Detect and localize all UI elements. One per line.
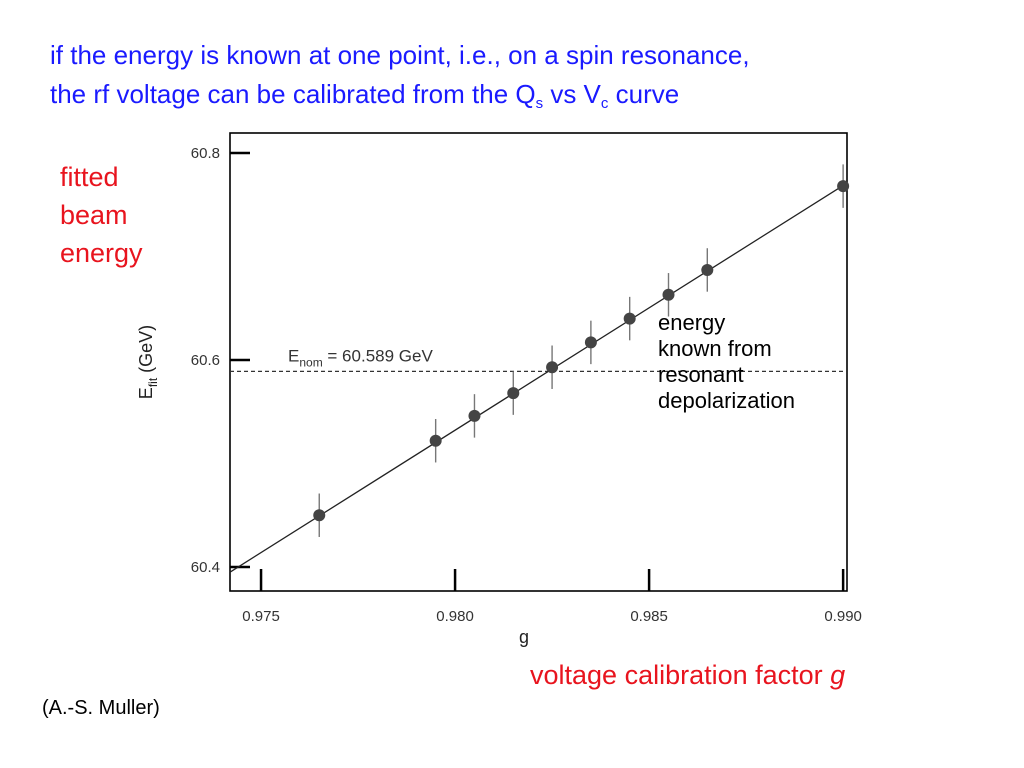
author-credit: (A.-S. Muller) <box>42 697 160 719</box>
side-label-line-2: beam <box>60 200 128 230</box>
x-tick-label: 0.980 <box>436 608 474 625</box>
fit-line <box>229 182 848 573</box>
annotation-line-4: depolarization <box>658 388 795 413</box>
bottom-label-text: voltage calibration factor <box>530 660 831 690</box>
side-label-line-3: energy <box>60 238 143 268</box>
y-tick-label: 60.8 <box>191 145 220 162</box>
y-axis-label-unit: (GeV) <box>136 325 156 378</box>
title-line-1: if the energy is known at one point, i.e… <box>50 40 750 70</box>
data-point <box>837 180 850 193</box>
data-point <box>507 387 520 400</box>
y-axis-label: Efit (GeV) <box>136 325 160 399</box>
data-point <box>429 434 442 447</box>
nominal-energy-label-rest: = 60.589 GeV <box>323 346 434 365</box>
bottom-label-italic: g <box>830 660 846 690</box>
data-point <box>546 361 559 374</box>
fitted-beam-energy-label: fitted beam energy <box>60 158 143 272</box>
plot-frame <box>229 132 848 592</box>
y-tick-label: 60.4 <box>191 559 220 576</box>
nominal-energy-label: Enom = 60.589 GeV <box>288 346 433 369</box>
x-axis-label: g <box>519 627 529 647</box>
title-line-2-post: curve <box>608 79 680 109</box>
data-point <box>468 409 481 422</box>
title-sub-s: s <box>535 95 544 112</box>
annotation-line-3: resonant <box>658 362 744 387</box>
energy-known-annotation: energy known from resonant depolarizatio… <box>658 310 795 414</box>
y-axis-label-sub: fit <box>146 377 160 387</box>
y-ticks: 60.4 60.6 60.8 <box>191 145 250 576</box>
x-ticks: 0.975 0.980 0.985 0.990 <box>242 569 862 625</box>
x-tick-label: 0.990 <box>824 608 862 625</box>
y-tick-label: 60.6 <box>191 352 220 369</box>
title-line-2-mid: vs V <box>543 79 601 109</box>
side-label-line-1: fitted <box>60 162 119 192</box>
voltage-calibration-label: voltage calibration factor g <box>530 660 845 691</box>
data-point <box>584 336 597 349</box>
nominal-energy-label-sub: nom <box>299 355 322 369</box>
slide-title: if the energy is known at one point, i.e… <box>50 36 750 123</box>
title-line-2: the rf voltage can be calibrated from th… <box>50 75 750 123</box>
data-point <box>623 312 636 325</box>
x-tick-label: 0.985 <box>630 608 668 625</box>
data-point <box>662 288 675 301</box>
x-tick-label: 0.975 <box>242 608 280 625</box>
title-line-2-pre: the rf voltage can be calibrated from th… <box>50 79 536 109</box>
nominal-energy-label-main: E <box>288 346 299 365</box>
annotation-line-2: known from <box>658 336 772 361</box>
data-point <box>701 263 714 276</box>
data-point <box>313 509 326 522</box>
data-points <box>313 164 850 537</box>
annotation-line-1: energy <box>658 310 726 335</box>
y-axis-label-main: E <box>136 387 156 399</box>
title-sub-c: c <box>600 95 609 112</box>
